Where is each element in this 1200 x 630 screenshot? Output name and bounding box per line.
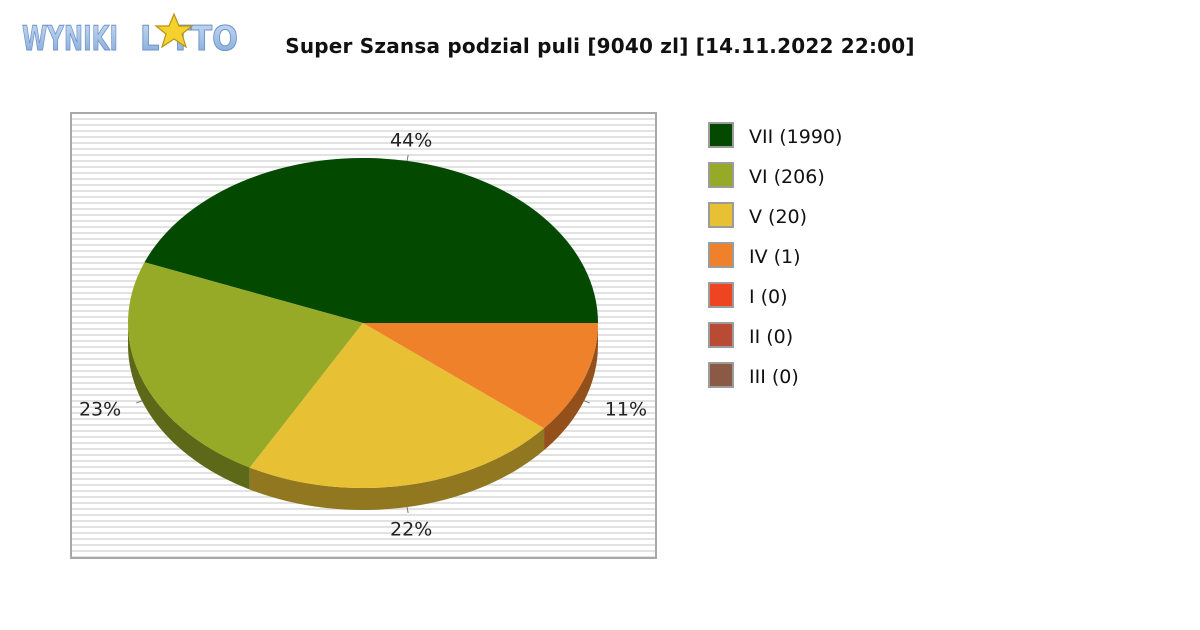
legend-swatch bbox=[708, 162, 734, 188]
label-leader-iv bbox=[583, 400, 590, 404]
star-icon bbox=[154, 12, 194, 49]
site-logo[interactable]: WYNIKI L TTO bbox=[20, 10, 245, 60]
pie-side-iv bbox=[544, 323, 598, 451]
percent-label-iv: 11% bbox=[605, 398, 647, 420]
legend-swatch bbox=[708, 242, 734, 268]
label-leader-v bbox=[406, 506, 409, 514]
chart-title: Super Szansa podzial puli [9040 zl] [14.… bbox=[285, 34, 915, 58]
legend-swatch bbox=[708, 122, 734, 148]
pie-side-vi bbox=[128, 323, 250, 490]
percent-label-vi: 23% bbox=[79, 398, 121, 420]
legend-label: III (0) bbox=[749, 366, 799, 388]
legend-swatch bbox=[708, 362, 734, 388]
legend-swatch bbox=[708, 202, 734, 228]
pie-slice-vi bbox=[128, 262, 363, 468]
legend-swatch bbox=[708, 322, 734, 348]
legend-label: I (0) bbox=[749, 286, 788, 308]
legend-label: VII (1990) bbox=[749, 126, 843, 148]
legend-label: VI (206) bbox=[749, 166, 825, 188]
svg-text:WYNIKI: WYNIKI bbox=[22, 19, 118, 59]
legend-swatch bbox=[708, 282, 734, 308]
percent-label-v: 22% bbox=[390, 519, 432, 541]
legend-label: V (20) bbox=[749, 206, 808, 228]
label-leader-vii bbox=[406, 154, 409, 162]
percent-label-vii: 44% bbox=[390, 129, 432, 151]
label-leader-vi bbox=[136, 400, 143, 404]
pie-slice-vii bbox=[144, 158, 598, 323]
pie-side-v bbox=[249, 428, 545, 510]
pie-slice-iv bbox=[363, 323, 598, 429]
legend-label: IV (1) bbox=[749, 246, 801, 268]
pie-slice-v bbox=[249, 323, 545, 488]
legend-label: II (0) bbox=[749, 326, 794, 348]
